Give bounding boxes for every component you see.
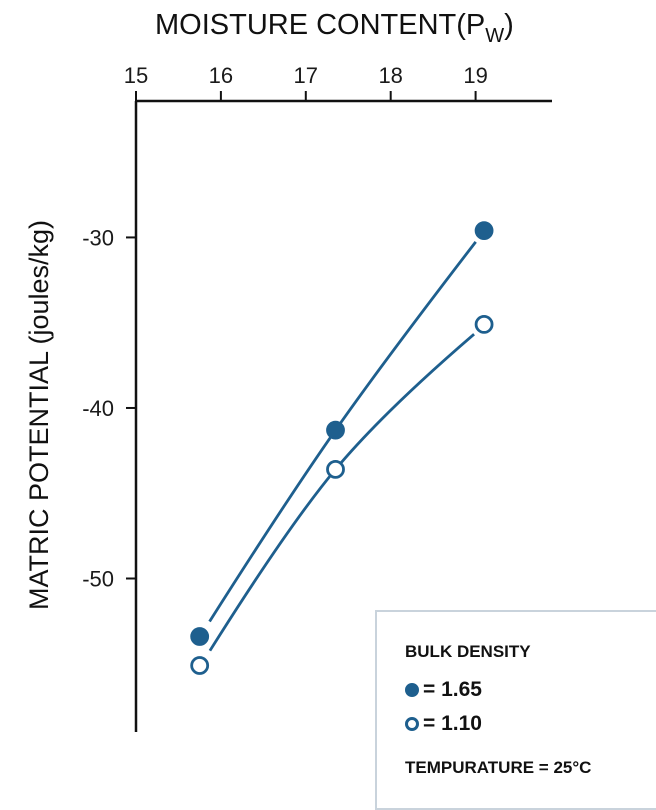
x-tick-label: 18	[378, 63, 402, 88]
legend: BULK DENSITY = 1.65 = 1.10 TEMPURATURE =…	[375, 610, 656, 810]
legend-title: BULK DENSITY	[405, 642, 531, 661]
legend-entry-2-label: = 1.10	[423, 712, 482, 735]
x-tick-label: 19	[463, 63, 487, 88]
data-point-open	[326, 459, 345, 479]
data-point-filled	[474, 221, 494, 241]
y-tick-label: -50	[82, 567, 114, 592]
chart-title-subscript: W	[485, 25, 504, 47]
y-tick-label: -40	[82, 396, 114, 421]
data-point-filled	[190, 627, 210, 646]
x-tick-label: 15	[124, 63, 148, 88]
open-circle-icon	[405, 717, 419, 731]
y-tick-label: -30	[82, 225, 114, 250]
y-axis-label: MATRIC POTENTIAL (joules/kg)	[24, 220, 54, 610]
chart-title: MOISTURE CONTENT(PW)	[155, 9, 514, 47]
legend-entry-1-label: = 1.65	[423, 678, 482, 701]
x-tick-label: 17	[294, 63, 318, 88]
series-line	[208, 333, 475, 652]
series-layer	[190, 221, 494, 675]
x-tick-label: 16	[209, 63, 233, 88]
chart-title-close: )	[504, 9, 514, 41]
data-point-open	[474, 315, 494, 334]
legend-temperature-note: TEMPURATURE = 25°C	[405, 758, 592, 777]
data-point-open	[190, 656, 210, 675]
axes: 15 16 17 18 19 -30 -40 -50	[82, 63, 552, 732]
chart-title-main: MOISTURE CONTENT(P	[155, 9, 485, 41]
data-point-filled	[326, 420, 345, 440]
legend-entry-2: = 1.10	[405, 712, 482, 736]
filled-circle-icon	[405, 683, 419, 697]
legend-entry-1: = 1.65	[405, 678, 482, 702]
